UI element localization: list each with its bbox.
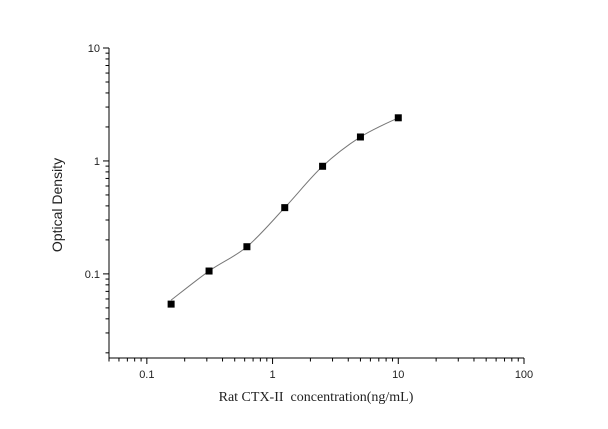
data-point	[319, 162, 327, 170]
data-point	[394, 114, 402, 122]
data-point	[167, 300, 175, 308]
x-tick-label: 100	[515, 369, 533, 381]
y-tick-labels: 0.1 1 10	[85, 43, 100, 281]
x-tick-labels: 0.1 1 10 100	[139, 369, 533, 381]
y-axis-label: Optical Density	[49, 158, 65, 252]
data-point	[356, 133, 364, 141]
x-axis-label: Rat CTX-II concentration(ng/mL)	[219, 390, 414, 405]
axes	[103, 47, 525, 364]
data-point	[281, 204, 289, 212]
x-tick-label: 1	[270, 369, 276, 381]
y-tick-label: 10	[88, 43, 100, 55]
x-tick-label: 0.1	[139, 369, 154, 381]
x-tick-label: 10	[392, 369, 404, 381]
y-tick-label: 1	[94, 156, 100, 168]
data-point	[205, 267, 213, 275]
y-tick-label: 0.1	[85, 269, 100, 281]
data-points	[167, 114, 402, 308]
data-point	[243, 243, 251, 251]
